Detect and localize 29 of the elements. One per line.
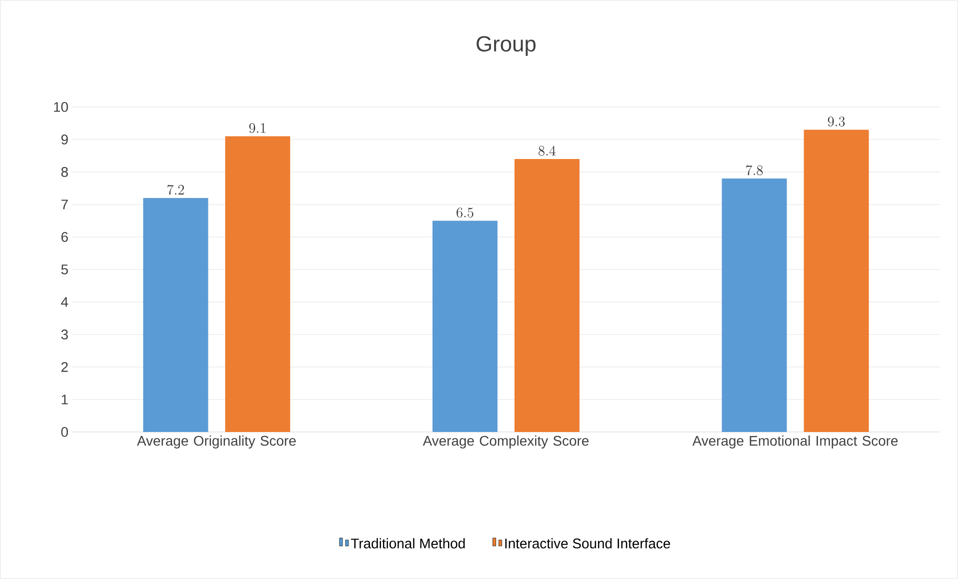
legend-label: Traditional Method [350,538,465,548]
y-tick-label: 8 [61,167,68,177]
legend-label: Interactive Sound Interface [505,538,670,548]
y-tick-label: 7 [61,200,68,210]
y-tick-label: 1 [62,394,68,404]
y-tick-label: 5 [61,264,68,274]
y-tick-label: 2 [61,362,68,372]
bar [225,136,290,432]
bar [804,130,869,432]
bar [514,158,580,432]
y-tick-label: 9 [61,134,68,144]
chart-title: Group [476,36,536,56]
bar [432,220,498,432]
x-tick-label: Average Emotional Impact Score [692,436,898,449]
data-label: 6.5 [456,208,474,218]
data-label: 9. 1 [249,123,266,134]
y-tick-label: 0 [61,427,68,437]
bar [143,198,208,432]
x-tick-label: Average Originality Score [136,436,296,449]
x-tick-label: Average Complexity Score [422,436,589,449]
data-label: 8.4 [538,146,556,156]
data-label: 9.3 [828,116,845,127]
y-tick-label: 4 [61,297,68,307]
data-label: 7.2 [167,184,184,195]
data-label: 7.8 [746,165,763,176]
bar [722,178,787,432]
y-tick-label: 6 [61,232,68,242]
y-tick-label: 3 [61,330,68,340]
y-tick-label: 10 [54,102,68,112]
